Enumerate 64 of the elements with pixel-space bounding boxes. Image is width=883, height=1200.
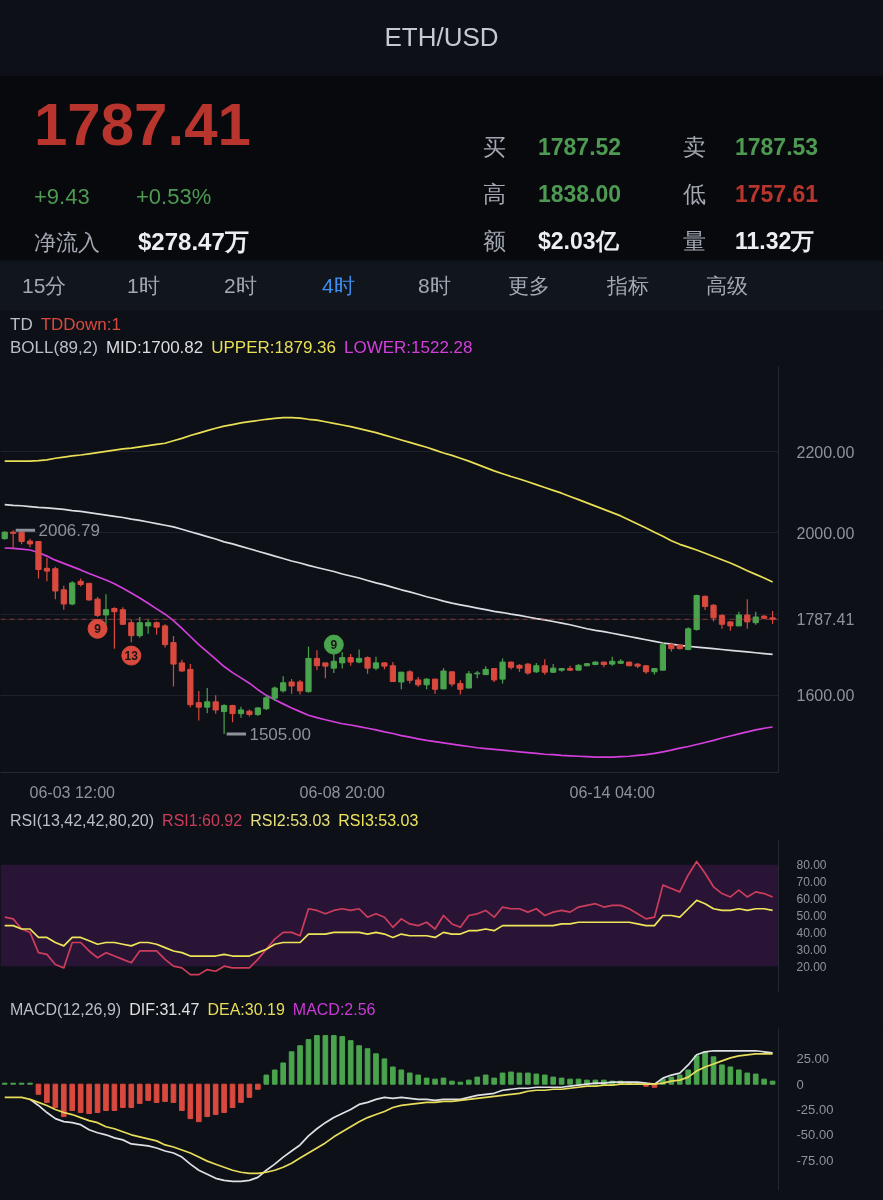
y-tick-label: 30.00 (796, 942, 827, 957)
text: UPPER:1879.36 (211, 338, 336, 357)
text: 额 (483, 228, 506, 254)
y-tick-label: -25.00 (796, 1102, 834, 1117)
legend-title: MACD(12,26,9) (10, 1001, 122, 1018)
y-tick-label: 2200.00 (796, 443, 855, 461)
text: LOWER:1522.28 (343, 338, 473, 357)
annotation: 1505.00 (249, 724, 311, 744)
y-tick-label: 0 (796, 1076, 804, 1092)
annotation: 13 (124, 649, 139, 664)
text: 1787.41 (34, 90, 251, 159)
y-tick-label: 50.00 (796, 909, 827, 923)
annotation: 9 (330, 638, 338, 653)
text: +9.43 (34, 184, 90, 209)
text: 15分 (22, 274, 67, 298)
text: 1787.53 (735, 134, 819, 160)
y-tick-label: -75.00 (796, 1152, 834, 1168)
text: 低 (683, 181, 706, 207)
text: $278.47万 (138, 228, 249, 255)
y-tick-label: 25.00 (796, 1051, 830, 1067)
y-tick-label: 2000.00 (796, 524, 855, 542)
annotation: 2006.79 (38, 521, 100, 541)
text: 买 (483, 134, 506, 160)
text: RSI3:53.03 (338, 812, 419, 829)
y-tick-label: 40.00 (796, 925, 827, 940)
text: 卖 (683, 134, 706, 160)
legend-title: BOLL(89,2) (10, 338, 98, 357)
y-tick-label: 1787.41 (796, 611, 855, 629)
text: 高级 (706, 274, 748, 298)
text: +0.53% (136, 184, 212, 209)
text: DEA:30.19 (207, 1001, 285, 1018)
text: 净流入 (34, 230, 100, 255)
text: 11.32万 (735, 228, 815, 254)
text: 2时 (224, 274, 257, 298)
text: 指标 (607, 274, 649, 298)
text: 1838.00 (538, 181, 622, 207)
y-tick-label: 60.00 (796, 892, 827, 907)
y-tick-label: 20.00 (796, 959, 827, 974)
text: 1时 (127, 274, 160, 298)
text: 4时 (322, 274, 355, 298)
chart-title: TD (10, 315, 33, 334)
series-label: MACD:2.56 (292, 1001, 376, 1018)
legend-title: RSI(13,42,42,80,20) (10, 812, 155, 829)
legend-label: RSI2:53.03 (250, 812, 331, 829)
text: DIF:31.47 (129, 1001, 200, 1018)
text: ETH/USD (383, 22, 500, 52)
x-tick-label: 06-14 04:00 (569, 783, 656, 801)
text: TDDown:1 (40, 315, 121, 334)
y-tick-label: -50.00 (796, 1127, 834, 1143)
text: 8时 (418, 274, 451, 298)
text: $2.03亿 (538, 228, 619, 254)
annotation: 9 (94, 622, 102, 637)
text: 1757.61 (735, 181, 819, 207)
text: 高 (483, 181, 506, 207)
y-tick-label: 70.00 (796, 875, 827, 890)
x-tick-label: 06-08 20:00 (299, 783, 386, 801)
y-tick-label: 80.00 (796, 858, 827, 873)
text: 更多 (508, 274, 550, 298)
text: RSI1:60.92 (162, 812, 243, 829)
x-tick-label: 06-03 12:00 (29, 783, 116, 801)
text: MID:1700.82 (105, 338, 204, 357)
y-tick-label: 1600.00 (796, 687, 855, 705)
text: 量 (683, 228, 706, 254)
text: 1787.52 (538, 134, 622, 160)
